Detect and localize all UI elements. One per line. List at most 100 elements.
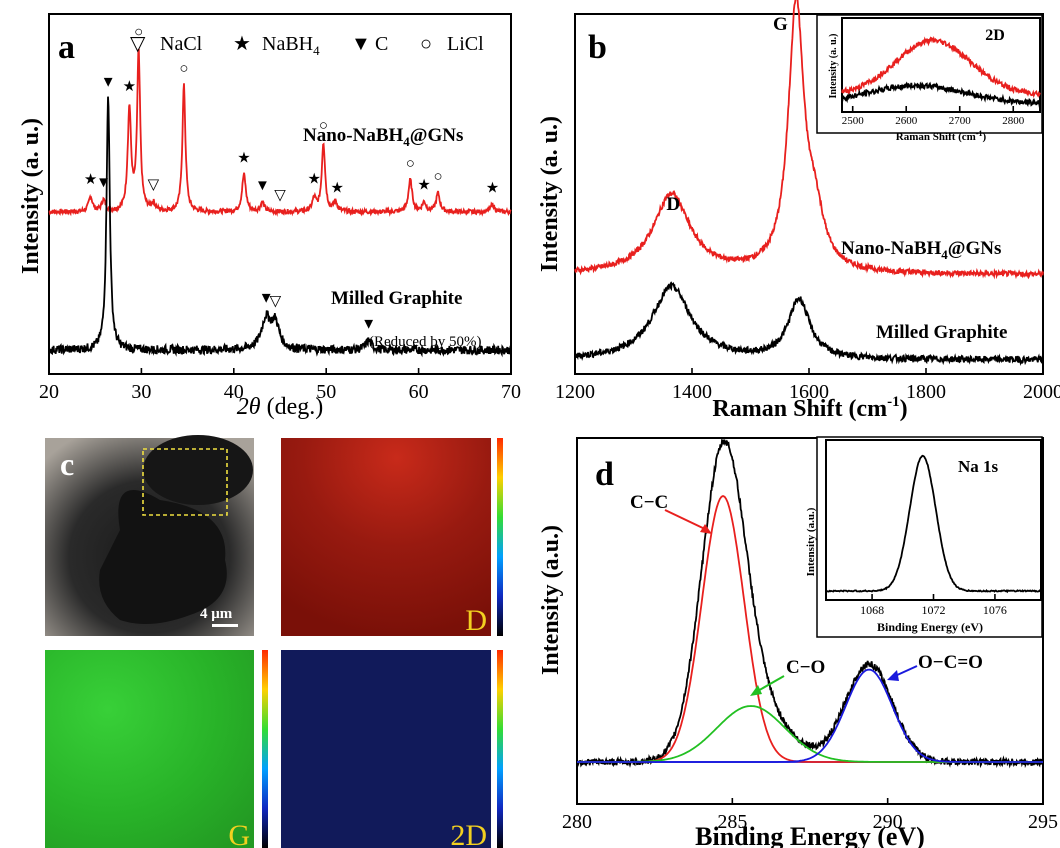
panel-a-x-tick-label: 70 [501, 381, 521, 403]
panel-d-ylabel: Intensity (a.u.) [538, 525, 564, 675]
optical-particle-main [99, 490, 227, 624]
peak-marker: ★ [237, 150, 250, 166]
legend-label-nabh4: NaBH4 [262, 33, 320, 58]
panel-b-x-ticks: 1200 1400 1600 1800 2000 [555, 368, 1060, 403]
panel-b-x-tick-label: 1600 [789, 381, 829, 403]
legend-marker-c: ▼ [351, 33, 371, 55]
panel-d-inset: 1068 1072 1076 Na 1s Intensity (a.u.) Bind… [805, 436, 1043, 638]
inset-na1s-series [826, 454, 1042, 594]
map-label-2d: 2D [450, 819, 487, 848]
panel-d-inset-curves [826, 454, 1042, 594]
colorbar-d [497, 438, 503, 636]
panel-d: 280 285 290 295 d Intensity (a.u.) Binding … [538, 436, 1058, 848]
panel-a-x-tick-label: 30 [131, 381, 151, 403]
panel-b-x-tick-label: 1400 [672, 381, 712, 403]
panel-b-inset-ylabel: Intensity (a. u.) [828, 33, 839, 98]
inset-2d-series-1 [841, 81, 1041, 108]
arrow-c-o [755, 675, 785, 693]
panel-a-x-tick-label: 50 [316, 381, 336, 403]
panel-b-x-tick-label: 1200 [555, 381, 595, 403]
peak-marker: ▼ [101, 74, 116, 90]
panel-d-x-tick-label: 295 [1028, 811, 1058, 833]
map-label-g: G [228, 819, 250, 848]
panel-a-x-ticks: 20 30 40 50 60 70 [39, 368, 521, 403]
panel-b-inset-x-tick-label: 2600 [895, 115, 918, 127]
peak-marker: ○ [406, 156, 415, 172]
panel-a-frame [48, 13, 512, 375]
panel-d-x-tick-label: 280 [562, 811, 592, 833]
reduced-note: (Reduced by 50%) [369, 334, 481, 350]
panel-d-x-tick-label: 285 [717, 811, 747, 833]
panel-a-xlabel: 2θ (deg.) [237, 394, 323, 420]
xps-series-2 [577, 705, 1043, 763]
peak-marker: ★ [123, 79, 136, 95]
arrowhead-o-c-o [887, 670, 899, 681]
panel-a-legend: ▽ NaCl ★ NaBH4 ▼ C ○ LiCl [130, 33, 484, 58]
panel-b-inset-frame [816, 14, 1043, 134]
panel-b-inset-axes [841, 17, 1041, 113]
xps-series-3 [577, 668, 1043, 763]
raman-map-d [281, 438, 491, 636]
raman-map-2d [281, 650, 491, 848]
peak-marker: ▼ [361, 317, 376, 333]
panel-d-inset-x-tick-label: 1068 [860, 603, 884, 617]
legend-label-licl: LiCl [447, 33, 484, 55]
panel-a-x-tick-label: 20 [39, 381, 59, 403]
panel-label-a: a [58, 29, 75, 66]
colorbar-g [262, 650, 268, 848]
inset-2d-series-0 [841, 35, 1041, 99]
component-annotations: C−C C−O O−C=O [630, 492, 983, 696]
panel-b-inset-x-tick-label: 2800 [1002, 115, 1025, 127]
panel-b-inset-x-tick-label: 2500 [842, 115, 865, 127]
series-label-milled-graphite: Milled Graphite [331, 288, 462, 309]
series-line-0 [48, 48, 512, 217]
peak-marker: ○ [433, 169, 442, 185]
scale-bar-label: 4 μm [200, 606, 233, 622]
panel-d-inset-xlabel: Binding Energy (eV) [877, 620, 983, 634]
panel-b: 1200 1400 1600 1800 2000 b D G Nano-NaBH4@GN… [537, 0, 1060, 422]
panel-b-inset-x-ticks: 2500 2600 2700 2800 [842, 106, 1025, 127]
peak-marker: ▼ [96, 175, 111, 191]
peak-marker: ○ [179, 61, 188, 77]
scale-bar [212, 624, 238, 627]
colorbar-2d [497, 650, 503, 848]
panel-b-inset-xlabel: Raman Shift (cm-1) [896, 129, 987, 143]
series-label-b-milled-graphite: Milled Graphite [876, 322, 1007, 343]
legend-marker-nacl: ▽ [130, 33, 146, 55]
panel-d-x-ticks: 280 285 290 295 [562, 798, 1058, 833]
raman-series-1 [574, 281, 1044, 367]
peak-marker: ★ [486, 180, 499, 196]
panel-d-inset-x-tick-label: 1076 [983, 603, 1007, 617]
arrowhead-c-c [700, 524, 712, 534]
panel-a-ylabel: Intensity (a. u.) [18, 118, 44, 274]
legend-label-c: C [375, 33, 388, 55]
peak-label-d: D [666, 194, 680, 215]
panel-label-c: c [60, 446, 74, 482]
peak-marker: ○ [134, 25, 143, 41]
selection-box [142, 448, 228, 516]
annotation-c-o: C−O [786, 657, 825, 678]
panel-a: 20 30 40 50 60 70 ★▼★○▽○★▼▽★○★○★○★▼▼▽▼ a ▽ Na… [18, 13, 521, 420]
peak-marker: ▽ [148, 177, 160, 193]
peak-label-g: G [773, 14, 788, 35]
inset-title-2d: 2D [985, 27, 1005, 44]
legend-label-nacl: NaCl [160, 33, 203, 55]
raman-map-g [45, 650, 254, 848]
panel-b-inset-x-tick-label: 2700 [949, 115, 972, 127]
series-label-nano-nabh4: Nano-NaBH4@GNs [303, 125, 463, 149]
raman-series-0 [574, 0, 1044, 280]
legend-marker-licl: ○ [420, 33, 432, 55]
panel-label-d: d [595, 456, 614, 493]
peak-marker: ▽ [270, 293, 282, 309]
arrow-c-c [664, 509, 708, 531]
optical-particle-top [143, 435, 253, 505]
panel-a-peak-markers: ★▼★○▽○★▼▽★○★○★○★▼▼▽▼ [84, 25, 499, 333]
peak-marker: ○ [319, 118, 328, 134]
panel-a-x-tick-label: 40 [224, 381, 244, 403]
panel-b-ylabel: Intensity (a. u.) [537, 116, 563, 272]
panel-d-frame [576, 437, 1044, 805]
peak-marker: ★ [331, 181, 344, 197]
panel-a-curves [48, 48, 512, 358]
panel-b-x-tick-label: 2000 [1023, 381, 1060, 403]
peak-marker: ★ [307, 172, 320, 188]
